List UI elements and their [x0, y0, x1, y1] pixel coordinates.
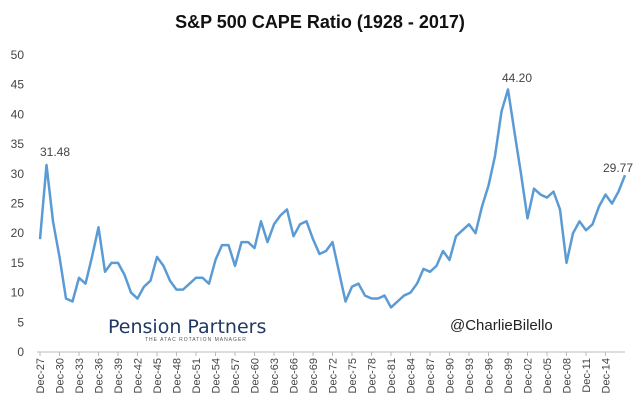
x-tick-label: Dec-57 — [230, 358, 242, 393]
x-tick-label: Dec-11 — [581, 358, 593, 393]
line-series — [38, 88, 627, 309]
x-tick-label: Dec-99 — [503, 358, 515, 393]
credit: @CharlieBilello — [450, 317, 553, 334]
annotation: 44.20 — [502, 71, 532, 85]
x-tick-label: Dec-48 — [172, 358, 184, 393]
x-tick-label: Dec-60 — [250, 358, 262, 393]
y-tick-label: 15 — [11, 256, 25, 270]
x-tick-label: Dec-02 — [523, 358, 535, 393]
y-tick-label: 10 — [11, 286, 25, 300]
y-tick-label: 25 — [11, 197, 25, 211]
x-tick-label: Dec-45 — [152, 358, 164, 393]
x-tick-label: Dec-14 — [601, 358, 613, 393]
x-tick-label: Dec-39 — [113, 358, 125, 393]
chart-title: S&P 500 CAPE Ratio (1928 - 2017) — [175, 12, 465, 32]
y-tick-label: 35 — [11, 137, 25, 151]
x-tick-label: Dec-81 — [386, 358, 398, 393]
y-tick-label: 50 — [11, 48, 25, 62]
x-tick-label: Dec-30 — [55, 358, 67, 393]
x-tick-label: Dec-93 — [464, 358, 476, 393]
y-tick-label: 20 — [11, 226, 25, 240]
logo-tagline: THE ATAC ROTATION MANAGER — [145, 337, 247, 343]
x-tick-label: Dec-51 — [191, 358, 203, 393]
x-tick-label: Dec-27 — [35, 358, 47, 393]
y-tick-label: 45 — [11, 78, 25, 92]
annotation: 29.77 — [603, 161, 633, 175]
x-tick-label: Dec-08 — [562, 358, 574, 393]
x-tick-label: Dec-36 — [94, 358, 106, 393]
x-tick-label: Dec-90 — [445, 358, 457, 393]
x-tick-label: Dec-33 — [74, 358, 86, 393]
x-tick-label: Dec-42 — [133, 358, 145, 393]
x-tick-label: Dec-96 — [484, 358, 496, 393]
x-tick-label: Dec-87 — [425, 358, 437, 393]
annotation: 31.48 — [40, 145, 70, 159]
logo-name: Pension Partners — [108, 316, 266, 338]
y-tick-label: 5 — [17, 315, 24, 329]
x-tick-label: Dec-72 — [328, 358, 340, 393]
x-tick-label: Dec-54 — [211, 358, 223, 393]
x-tick-label: Dec-84 — [406, 358, 418, 393]
y-tick-label: 0 — [17, 345, 24, 359]
x-tick-label: Dec-75 — [347, 358, 359, 393]
y-tick-label: 30 — [11, 167, 25, 181]
x-tick-label: Dec-05 — [542, 358, 554, 393]
x-tick-label: Dec-63 — [269, 358, 281, 393]
y-tick-label: 40 — [11, 107, 25, 121]
x-tick-label: Dec-69 — [308, 358, 320, 393]
x-tick-label: Dec-78 — [367, 358, 379, 393]
x-tick-label: Dec-66 — [289, 358, 301, 393]
